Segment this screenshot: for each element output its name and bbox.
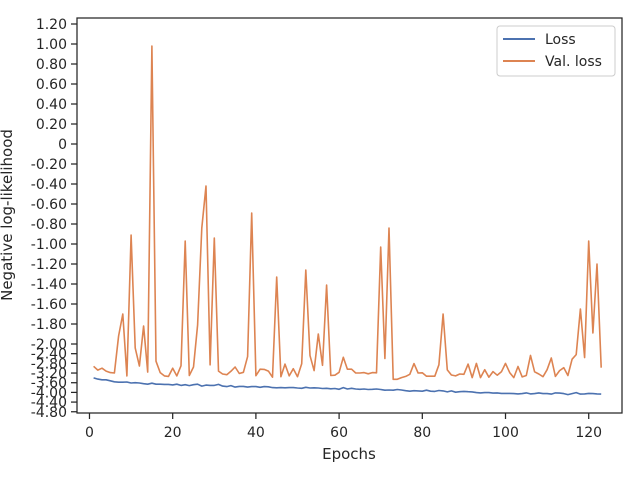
series-layer [93,45,602,396]
y-tick-label: 0.80 [36,57,67,73]
legend-label-val-loss: Val. loss [545,54,602,70]
y-tick-label: 0 [58,137,67,153]
y-tick-label: 0.20 [36,117,67,133]
y-tick-label: -0.40 [31,177,67,193]
plot-frame [76,17,623,414]
y-tick-label: -0.20 [31,157,67,173]
x-tick-label: 100 [492,425,519,441]
y-axis: 1.20 1.00 0.80 0.60 0.40 0.20 0 -0.20 -0.40 -0.60… [31,17,77,421]
plot-area [76,17,623,414]
x-axis-label: Epochs [322,445,376,463]
legend: Loss Val. loss [496,25,616,77]
y-tick-label: 1.20 [36,17,67,33]
x-tick-label: 120 [575,425,602,441]
series-line-loss [93,377,602,396]
x-tick-label: 80 [413,425,431,441]
y-tick-label: -1.00 [31,237,67,253]
y-tick-label: -2.00 [31,337,67,353]
y-tick-label: -4.80 [31,405,67,421]
y-tick-label: -1.40 [31,277,67,293]
y-tick-label: 0.60 [36,77,67,93]
y-tick-label: -2.80 [31,356,67,372]
y-tick-label: -1.80 [31,317,67,333]
x-tick-label: 20 [164,425,182,441]
series-line-val-loss [93,45,602,381]
y-tick-label: -0.60 [31,197,67,213]
x-tick-label: 40 [247,425,265,441]
x-tick-label: 60 [330,425,348,441]
y-tick-label: -4.40 [31,395,67,411]
x-tick-label: 0 [85,425,94,441]
y-tick-label: -3.20 [31,366,67,382]
y-tick-label: -3.60 [31,376,67,392]
y-tick-label: -1.60 [31,297,67,313]
y-tick-label: -0.80 [31,217,67,233]
y-tick-label: -2.40 [31,347,67,363]
y-axis-label: Negative log-likelihood [0,129,16,301]
y-tick-label: -1.20 [31,257,67,273]
y-tick-label: 1.00 [36,37,67,53]
legend-label-loss: Loss [545,32,576,48]
y-tick-label: 0.40 [36,97,67,113]
x-axis: 0 20 40 60 80 100 120 [85,413,602,441]
y-tick-label: -4.00 [31,385,67,401]
